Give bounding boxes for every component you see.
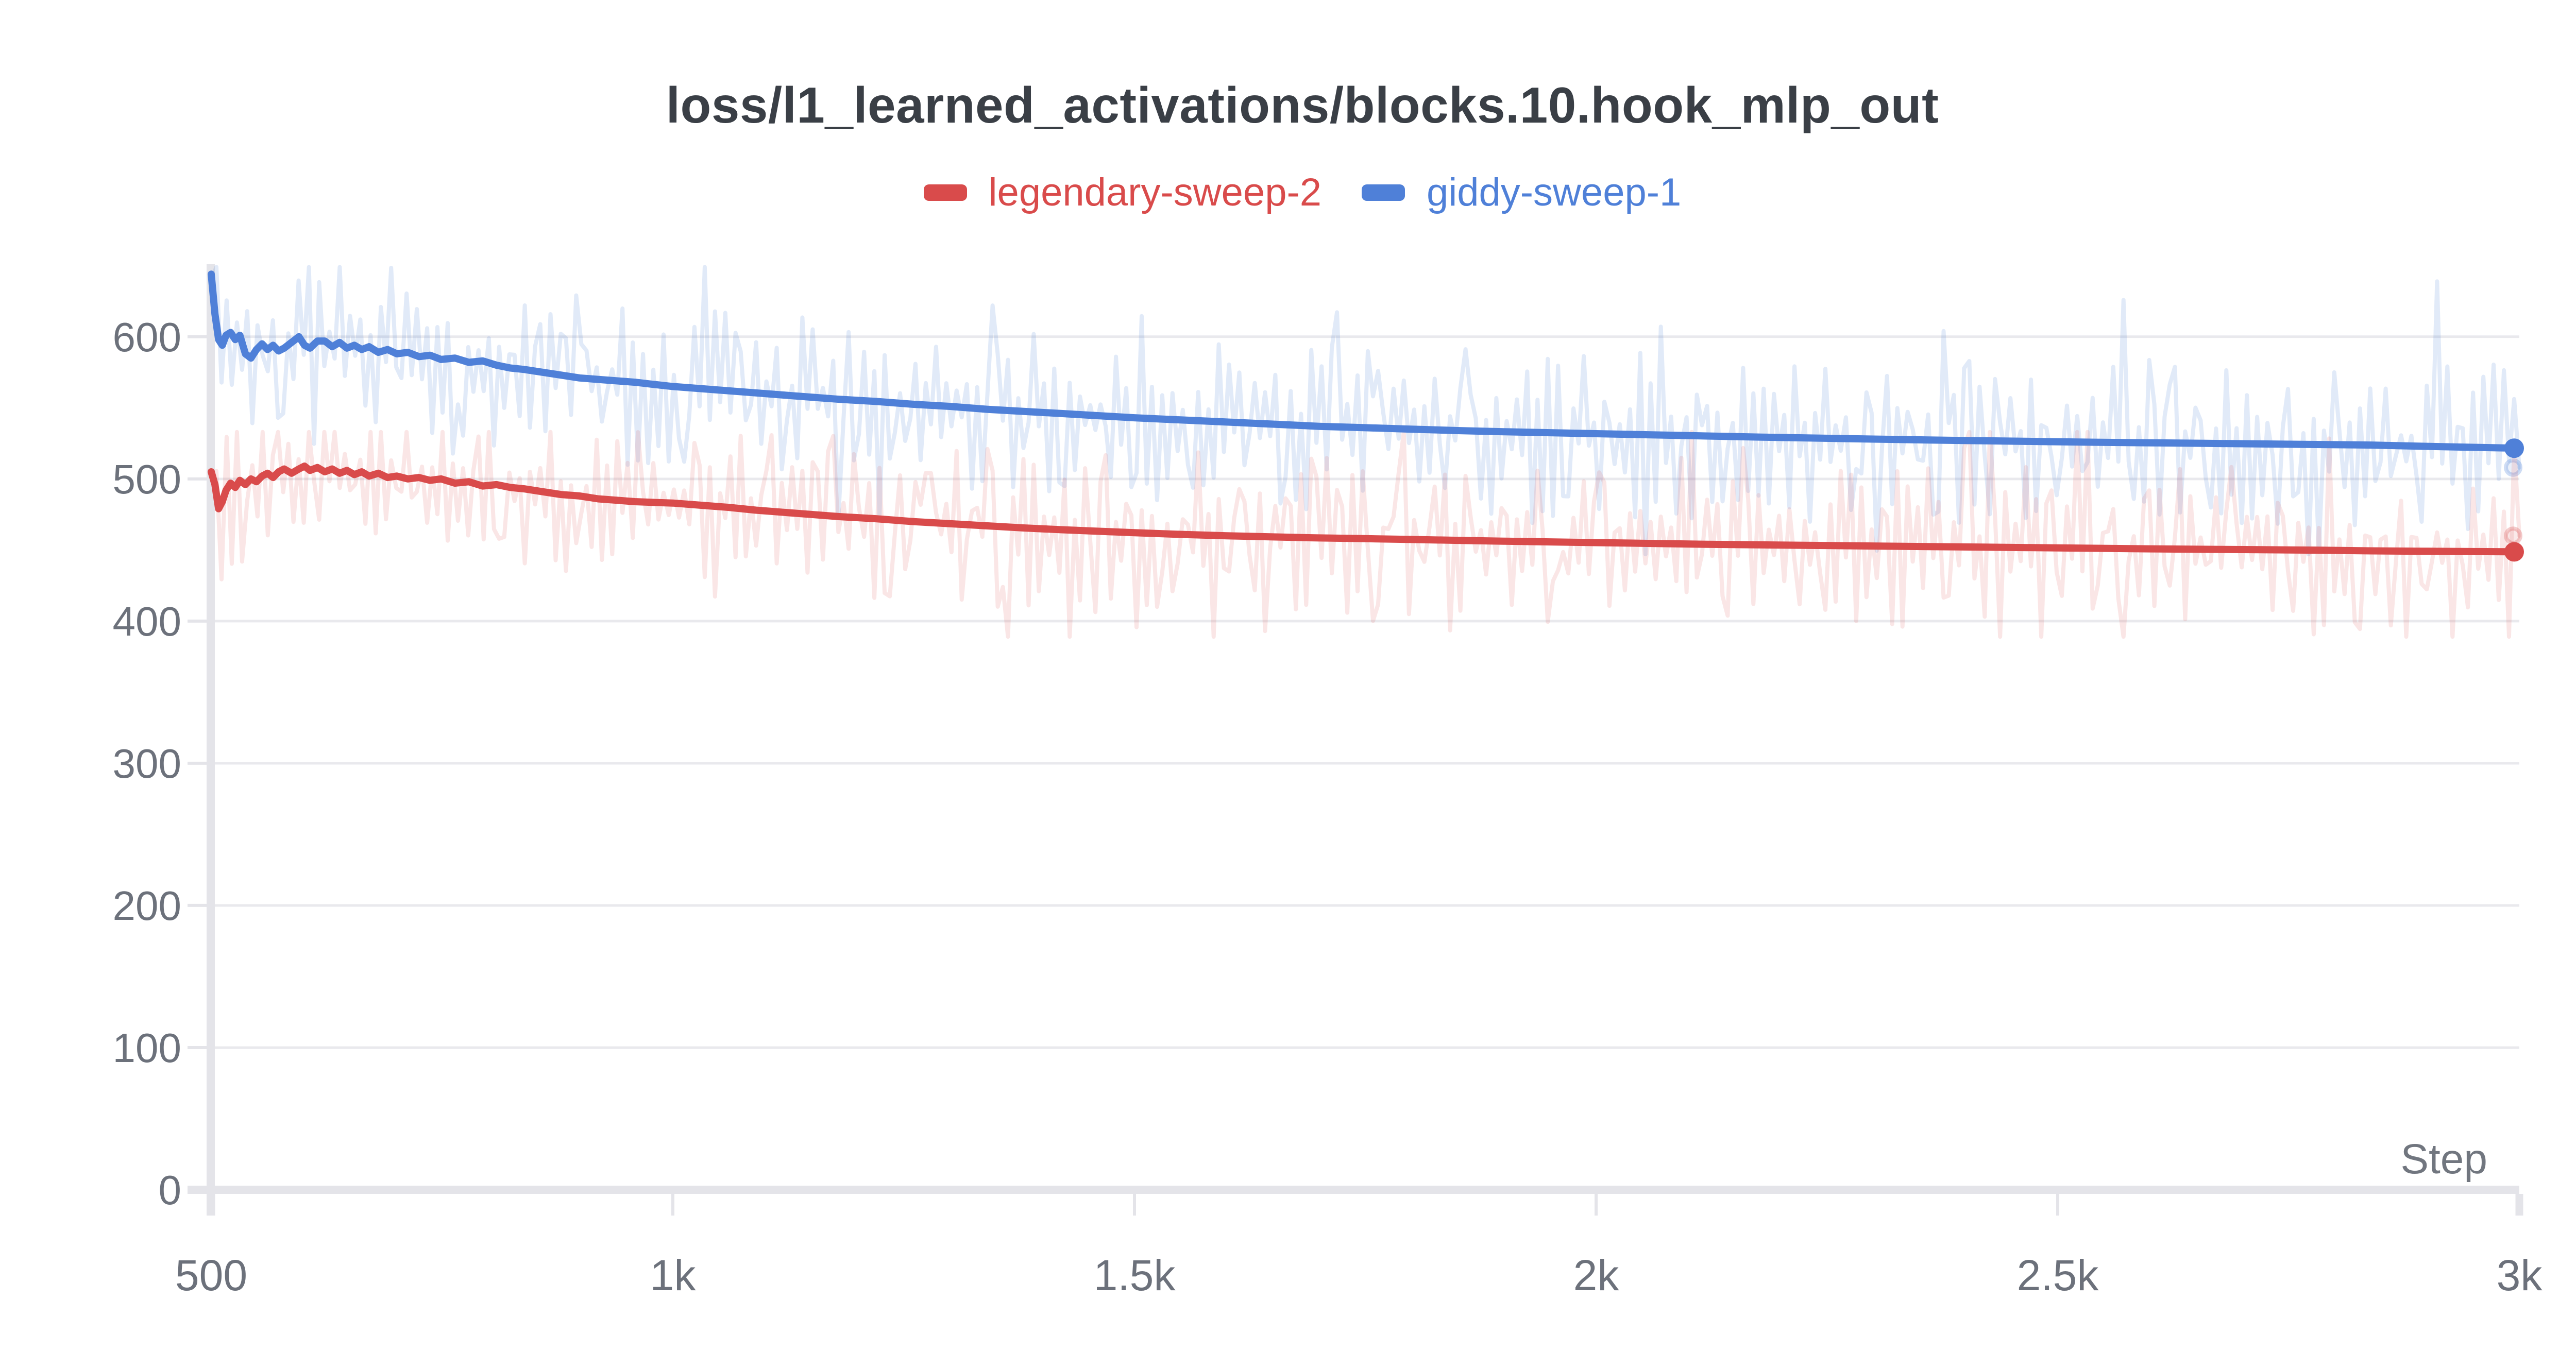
ytick-label-200: 200 xyxy=(113,883,181,929)
series-line-giddy-sweep-1[interactable] xyxy=(208,270,2523,452)
xtick-label-2.5k: 2.5k xyxy=(2017,1251,2099,1299)
legend-item-giddy-sweep-1[interactable]: giddy-sweep-1 xyxy=(1362,173,1681,212)
series-endpoint-legendary-sweep-2 xyxy=(2504,542,2524,562)
ytick-label-0: 0 xyxy=(159,1167,182,1213)
xtick-label-500: 500 xyxy=(175,1251,247,1299)
legend: legendary-sweep-2 giddy-sweep-1 xyxy=(0,173,2576,212)
legend-item-legendary-sweep-2[interactable]: legendary-sweep-2 xyxy=(923,170,1322,214)
series-line-legendary-sweep-2[interactable] xyxy=(208,463,2523,556)
xtick-label-2k: 2k xyxy=(1573,1251,1620,1299)
series-raw-endpoint-giddy-sweep-1 xyxy=(2504,458,2522,477)
series-raw-endpoint-legendary-sweep-2 xyxy=(2504,526,2522,545)
chart-title: loss/l1_learned_activations/blocks.10.ho… xyxy=(666,77,1939,133)
legend-swatch-red xyxy=(923,184,967,201)
ytick-label-400: 400 xyxy=(113,598,181,644)
xtick-label-1k: 1k xyxy=(650,1251,697,1299)
legend-label-giddy-sweep-1: giddy-sweep-1 xyxy=(1427,170,1682,214)
xtick-label-1.5k: 1.5k xyxy=(1094,1251,1176,1299)
ytick-label-100: 100 xyxy=(113,1025,181,1071)
xtick-label-3k: 3k xyxy=(2497,1251,2543,1299)
ytick-label-600: 600 xyxy=(113,314,181,360)
ytick-label-300: 300 xyxy=(113,741,181,786)
legend-label-legendary-sweep-2: legendary-sweep-2 xyxy=(988,170,1322,214)
legend-swatch-blue xyxy=(1362,184,1405,201)
series-endpoint-giddy-sweep-1 xyxy=(2504,438,2524,458)
series-raw-giddy-sweep-1 xyxy=(209,265,2521,557)
ytick-label-500: 500 xyxy=(113,456,181,502)
x-axis-title: Step xyxy=(2400,1136,2487,1183)
